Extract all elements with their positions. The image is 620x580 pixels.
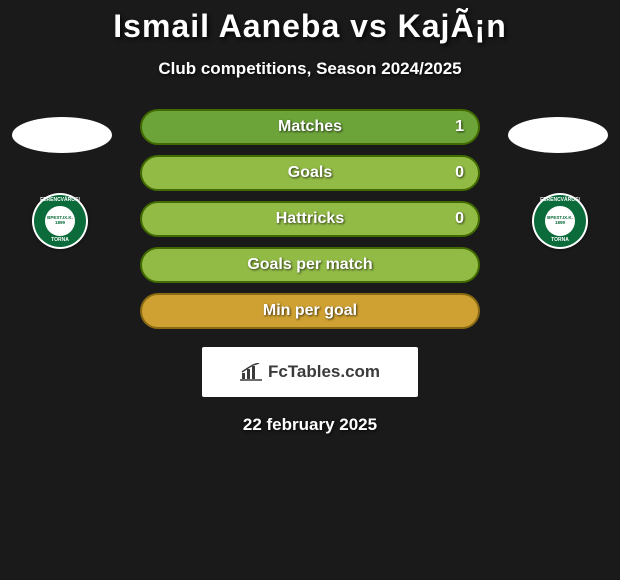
- club-badge-ring-bottom: TORNA: [51, 237, 69, 243]
- stat-bar: Goals 0: [140, 155, 480, 191]
- competition-subtitle: Club competitions, Season 2024/2025: [0, 59, 620, 79]
- player-right-avatar: [508, 117, 608, 153]
- club-badge-outer: FERENCVÁROSI BPEST.IX.K. 1899 TORNA: [32, 193, 88, 249]
- stat-bar: Min per goal: [140, 293, 480, 329]
- club-badge-ring-top: FERENCVÁROSI: [540, 197, 580, 203]
- club-badge-inner-line2: 1899: [555, 221, 565, 226]
- stat-bar: Goals per match: [140, 247, 480, 283]
- page-title: Ismail Aaneba vs KajÃ¡n: [0, 0, 620, 45]
- club-badge-inner-line2: 1899: [55, 221, 65, 226]
- club-badge-ring-top: FERENCVÁROSI: [40, 197, 80, 203]
- club-badge-right: FERENCVÁROSI BPEST.IX.K. 1899 TORNA: [532, 193, 588, 249]
- stat-value-right: 0: [455, 210, 464, 228]
- club-badge-ring: FERENCVÁROSI BPEST.IX.K. 1899 TORNA: [34, 195, 86, 247]
- branding-text: FcTables.com: [268, 362, 380, 382]
- club-badge-inner: BPEST.IX.K. 1899: [45, 206, 75, 236]
- comparison-area: FERENCVÁROSI BPEST.IX.K. 1899 TORNA FERE…: [0, 109, 620, 435]
- stat-bars: Matches 1 Goals 0 Hattricks 0 Goals per match M…: [140, 109, 480, 329]
- stat-value-right: 0: [455, 164, 464, 182]
- branding-box: FcTables.com: [202, 347, 418, 397]
- club-badge-outer: FERENCVÁROSI BPEST.IX.K. 1899 TORNA: [532, 193, 588, 249]
- stat-label: Goals: [288, 164, 332, 182]
- stat-label: Min per goal: [263, 302, 357, 320]
- club-badge-ring: FERENCVÁROSI BPEST.IX.K. 1899 TORNA: [534, 195, 586, 247]
- club-badge-inner: BPEST.IX.K. 1899: [545, 206, 575, 236]
- stat-label: Goals per match: [247, 256, 372, 274]
- stat-bar: Hattricks 0: [140, 201, 480, 237]
- snapshot-date: 22 february 2025: [0, 415, 620, 435]
- stat-bar: Matches 1: [140, 109, 480, 145]
- stat-label: Hattricks: [276, 210, 344, 228]
- club-badge-left: FERENCVÁROSI BPEST.IX.K. 1899 TORNA: [32, 193, 88, 249]
- club-badge-ring-bottom: TORNA: [551, 237, 569, 243]
- player-left-avatar: [12, 117, 112, 153]
- stat-value-right: 1: [455, 118, 464, 136]
- chart-icon: [240, 363, 262, 381]
- stat-label: Matches: [278, 118, 342, 136]
